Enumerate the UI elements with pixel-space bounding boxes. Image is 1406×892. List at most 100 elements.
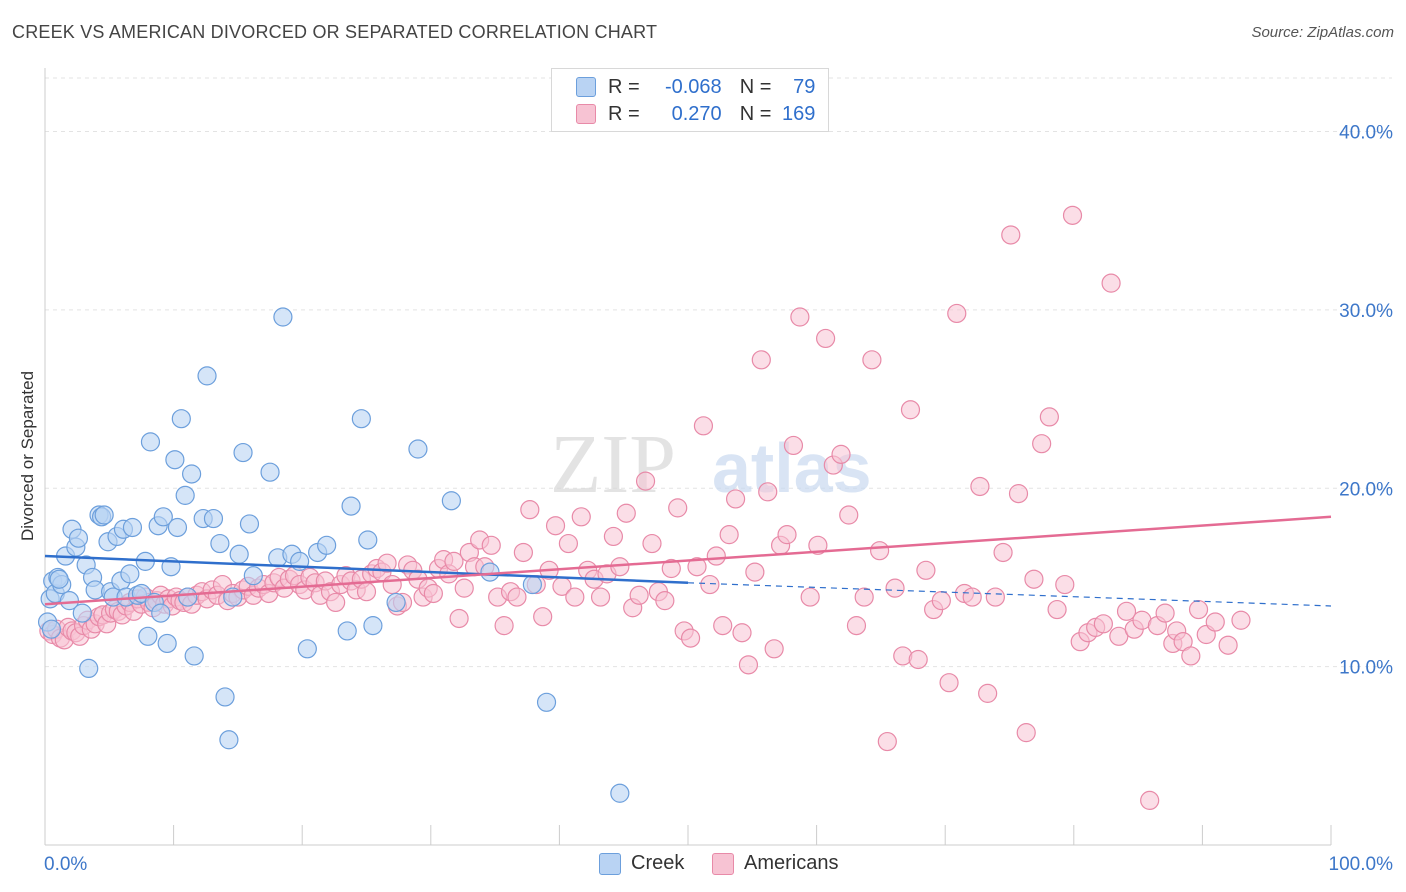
american-point — [816, 328, 836, 349]
american-point — [655, 591, 675, 611]
creek-point — [408, 439, 428, 459]
american-point — [790, 307, 810, 327]
american-point — [1231, 610, 1251, 630]
axes — [44, 68, 1332, 846]
chart-source: Source: ZipAtlas.com — [1251, 24, 1394, 41]
chart-title: CREEK VS AMERICAN DIVORCED OR SEPARATED … — [12, 22, 658, 42]
americans-swatch — [712, 852, 734, 875]
creek-point — [297, 639, 317, 659]
creek-point — [153, 507, 173, 527]
trend-lines — [44, 515, 1332, 607]
american-point — [635, 471, 656, 491]
american-point — [513, 542, 533, 563]
american-point — [985, 587, 1005, 607]
american-point — [616, 503, 636, 523]
american-point — [831, 444, 851, 464]
creek-point — [480, 562, 500, 582]
creek-point — [363, 616, 383, 636]
american-point — [668, 498, 688, 518]
legend-n-value: 169 — [782, 102, 816, 125]
american-point — [1181, 646, 1201, 666]
creek-point — [197, 366, 217, 386]
american-point — [377, 553, 397, 573]
american-point — [800, 587, 820, 607]
american-point — [764, 639, 784, 659]
american-point — [783, 435, 804, 456]
american-point — [687, 557, 707, 577]
american-point — [1093, 614, 1113, 634]
creek-point — [317, 535, 337, 555]
legend-r-value: -0.068 — [664, 75, 722, 98]
creek-point — [215, 687, 235, 707]
y-tick-label: 40.0% — [1339, 123, 1393, 144]
creek-point — [536, 692, 557, 712]
creek-point — [441, 491, 461, 511]
bottom-legend-americans: Americans — [712, 852, 838, 875]
legend-r-label: R = — [608, 102, 640, 125]
american-point — [571, 507, 591, 527]
american-point — [1218, 635, 1238, 655]
creek-point — [337, 621, 357, 641]
creek-point — [72, 603, 92, 623]
american-point — [326, 592, 346, 613]
american-point — [758, 482, 778, 502]
creek-point — [59, 591, 80, 611]
american-point — [454, 578, 474, 598]
american-point — [846, 616, 867, 636]
american-point — [629, 585, 649, 605]
legend-row-americans: R = 0.270 N = 169 — [576, 102, 815, 126]
creek-point — [358, 530, 378, 550]
creek-point — [120, 564, 140, 584]
x-tick-label-max: 100.0% — [1329, 854, 1394, 875]
american-point — [947, 303, 967, 324]
american-point — [900, 400, 921, 420]
american-point — [1001, 225, 1021, 245]
american-point — [1188, 599, 1209, 620]
creek-point — [68, 528, 89, 548]
legend-r-value: 0.270 — [671, 102, 722, 125]
americans-trend-line — [44, 515, 1332, 606]
american-point — [1032, 434, 1052, 454]
american-point — [970, 476, 990, 497]
creek-swatch — [576, 77, 596, 97]
american-point — [693, 416, 714, 436]
y-tick-label: 30.0% — [1339, 301, 1393, 322]
american-point — [449, 608, 469, 629]
american-point — [978, 683, 998, 703]
american-point — [558, 533, 579, 554]
americans-series-label: Americans — [744, 852, 839, 874]
legend: R = -0.068 N = 79 R = 0.270 N = 169 — [551, 68, 829, 132]
american-point — [533, 607, 553, 627]
american-point — [719, 525, 739, 545]
american-point — [745, 562, 765, 582]
creek-point — [386, 592, 406, 613]
creek-point — [239, 514, 260, 534]
creek-point — [203, 508, 224, 529]
creek-point — [165, 450, 185, 470]
american-point — [751, 350, 771, 370]
tick-labels: 10.0% 20.0% 30.0% 40.0% 0.0% 100.0% — [44, 123, 1393, 875]
american-point — [706, 546, 726, 566]
american-point — [916, 560, 936, 580]
american-point — [1116, 601, 1137, 621]
american-point — [993, 542, 1013, 563]
creek-point — [182, 464, 202, 484]
creek-point — [49, 569, 69, 589]
american-point — [732, 623, 752, 643]
american-point — [877, 731, 897, 752]
american-point — [590, 587, 611, 607]
creek-series-label: Creek — [631, 852, 685, 874]
legend-n-label: N = — [739, 102, 772, 125]
creek-point — [122, 517, 143, 538]
american-point — [862, 350, 882, 370]
american-point — [356, 582, 377, 602]
american-point — [642, 533, 662, 554]
american-point — [1039, 407, 1059, 427]
american-point — [423, 583, 443, 604]
american-point — [1008, 484, 1029, 504]
american-point — [565, 587, 585, 607]
american-point — [1055, 574, 1075, 595]
creek-trend-extension — [687, 582, 1332, 607]
creek-trend-line — [44, 554, 689, 585]
creek-point — [233, 442, 253, 463]
